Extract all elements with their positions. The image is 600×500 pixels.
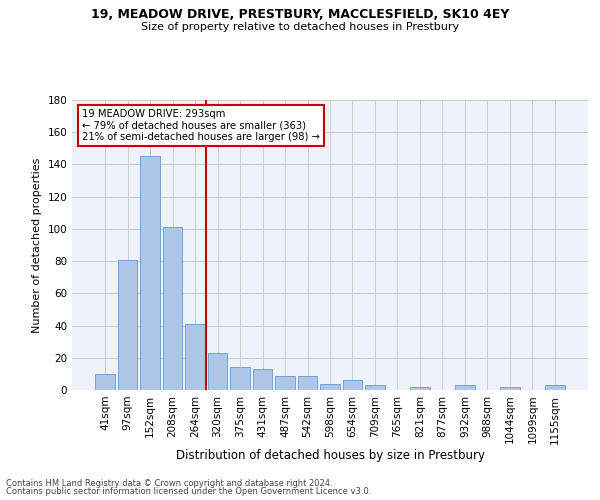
Text: 19, MEADOW DRIVE, PRESTBURY, MACCLESFIELD, SK10 4EY: 19, MEADOW DRIVE, PRESTBURY, MACCLESFIEL… (91, 8, 509, 20)
Bar (185, 324, 205, 390)
Y-axis label: Number of detached properties: Number of detached properties (32, 158, 42, 332)
Text: 19 MEADOW DRIVE: 293sqm
← 79% of detached houses are smaller (363)
21% of semi-d: 19 MEADOW DRIVE: 293sqm ← 79% of detache… (82, 108, 320, 142)
Bar (343, 380, 362, 390)
Bar (163, 228, 182, 390)
Text: Size of property relative to detached houses in Prestbury: Size of property relative to detached ho… (141, 22, 459, 32)
Bar (500, 387, 520, 390)
Bar (365, 385, 385, 390)
Text: Contains HM Land Registry data © Crown copyright and database right 2024.: Contains HM Land Registry data © Crown c… (6, 478, 332, 488)
Text: Contains public sector information licensed under the Open Government Licence v3: Contains public sector information licen… (6, 487, 371, 496)
Bar (230, 368, 250, 390)
Bar (320, 384, 340, 390)
Bar (118, 260, 137, 390)
Bar (455, 385, 475, 390)
Bar (208, 353, 227, 390)
Bar (140, 156, 160, 390)
X-axis label: Distribution of detached houses by size in Prestbury: Distribution of detached houses by size … (176, 449, 485, 462)
Bar (95, 374, 115, 390)
Bar (253, 369, 272, 390)
Bar (410, 387, 430, 390)
Bar (298, 376, 317, 390)
Bar (275, 376, 295, 390)
Bar (545, 385, 565, 390)
